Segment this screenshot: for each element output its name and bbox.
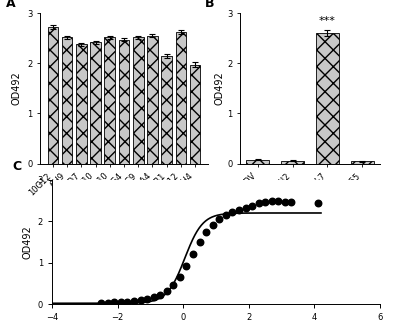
Point [104,300,111,305]
Point [282,199,288,204]
Point [223,213,229,218]
Point [262,199,268,205]
Point [288,199,295,205]
Y-axis label: OD492: OD492 [22,225,32,259]
Bar [281,161,304,164]
Y-axis label: OD492: OD492 [12,71,22,105]
Point [124,299,131,304]
Point [249,203,255,208]
Bar [176,32,186,164]
Text: B: B [205,0,214,10]
Bar [147,36,158,164]
Bar [190,65,200,164]
Point [164,288,170,293]
Point [210,223,216,228]
Point [137,298,144,303]
Point [242,205,249,210]
Point [196,239,203,245]
Bar [246,160,269,164]
Point [98,301,104,306]
Point [190,252,196,257]
Bar [76,44,87,164]
Point [236,207,242,212]
Point [157,292,164,298]
Text: A: A [6,0,16,10]
Y-axis label: OD492: OD492 [214,71,224,105]
Bar [119,40,129,164]
Bar [62,37,72,164]
Bar [104,37,115,164]
Bar [316,33,339,164]
Point [256,201,262,206]
Point [216,216,222,222]
Point [275,198,282,204]
Bar [48,26,58,164]
Point [111,300,118,305]
Point [170,283,176,288]
Bar [351,162,374,164]
Bar [133,37,144,164]
Point [177,275,183,280]
Point [229,210,236,215]
Point [118,300,124,305]
Text: C: C [13,160,22,173]
Bar [161,56,172,164]
Point [150,295,157,300]
Point [268,199,275,204]
Bar [90,42,101,164]
Text: ***: *** [319,16,336,26]
Point [314,200,321,206]
Point [131,299,137,304]
Point [203,230,209,235]
Point [183,263,190,268]
Point [144,297,150,302]
